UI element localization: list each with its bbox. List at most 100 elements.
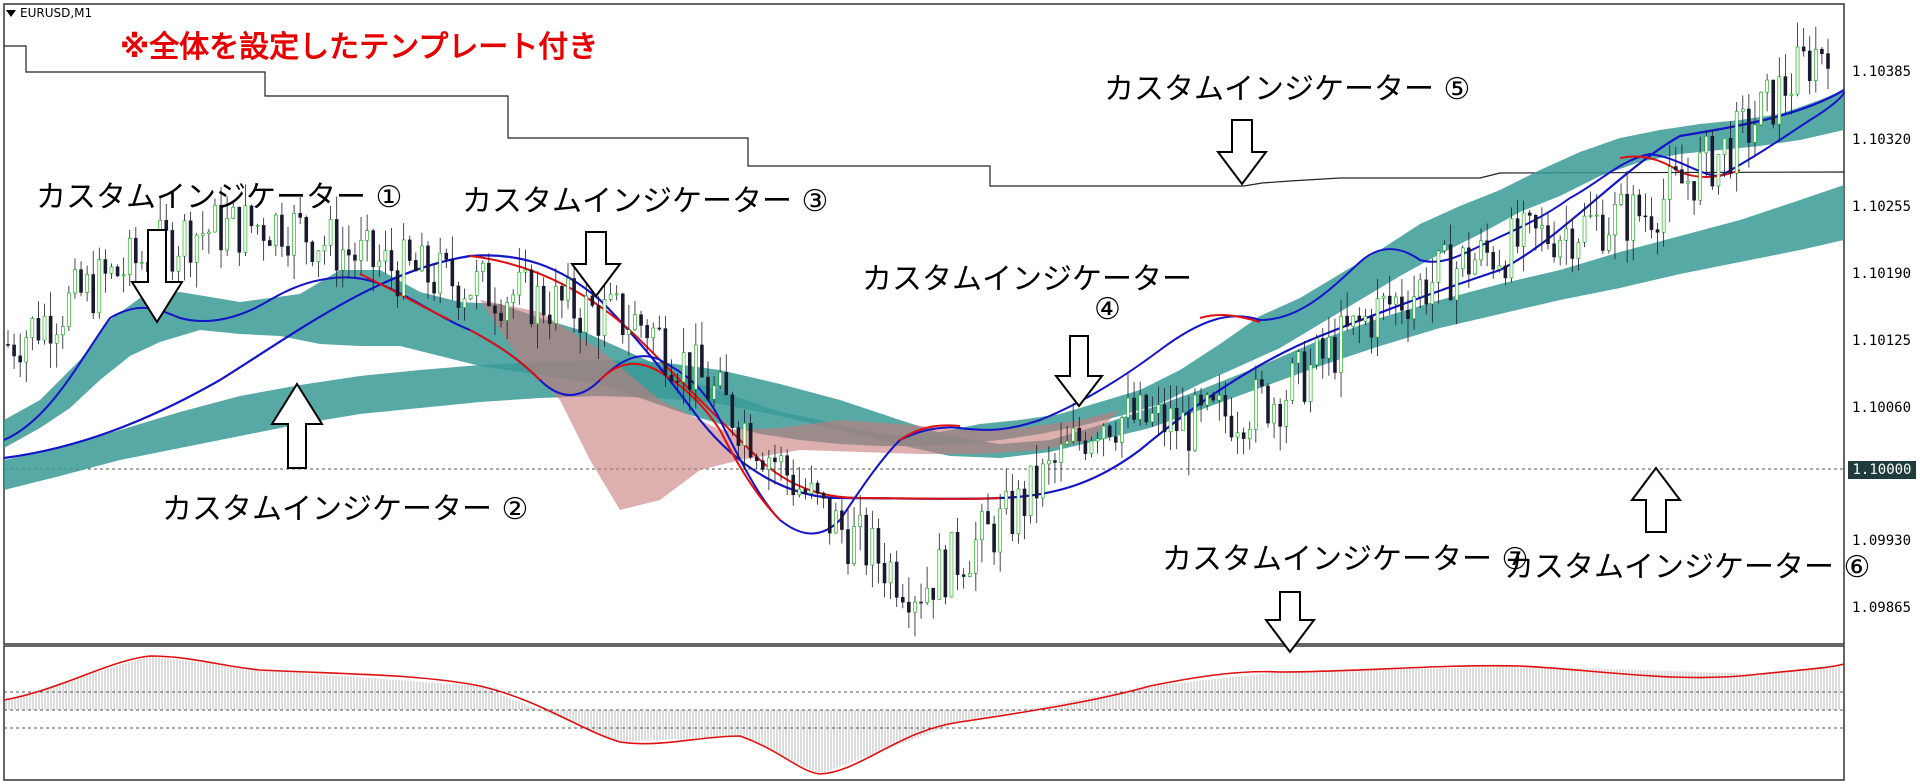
candle-body bbox=[310, 241, 315, 262]
arrow-down-ind7 bbox=[1264, 591, 1316, 654]
candle-body bbox=[255, 225, 260, 227]
chart-symbol-header[interactable]: EURUSD,M1 bbox=[6, 6, 92, 20]
candle-body bbox=[85, 274, 89, 293]
candle-body bbox=[554, 285, 558, 324]
dropdown-triangle-icon[interactable] bbox=[6, 10, 16, 17]
price-tick-6: 1.10060 bbox=[1852, 400, 1912, 416]
candle-body bbox=[468, 294, 473, 300]
candle-body bbox=[1747, 108, 1751, 143]
candle-body bbox=[1260, 379, 1264, 387]
candle-body bbox=[815, 482, 820, 494]
candle-body bbox=[505, 302, 509, 321]
candle-body bbox=[1381, 295, 1386, 299]
candle-body bbox=[547, 314, 552, 324]
candle-body bbox=[127, 237, 132, 276]
price-highlight-label: 1.10000 bbox=[1848, 461, 1916, 479]
candle-body bbox=[840, 510, 844, 530]
candle-body bbox=[1333, 336, 1337, 373]
candle-body bbox=[444, 252, 449, 260]
candle-body bbox=[60, 326, 65, 336]
candle-body bbox=[907, 601, 911, 613]
candle-body bbox=[304, 217, 309, 243]
candle-body bbox=[754, 456, 759, 462]
candle-body bbox=[870, 528, 875, 566]
candle-body bbox=[1199, 394, 1203, 406]
candle-body bbox=[694, 344, 698, 390]
candle-body bbox=[1789, 93, 1794, 96]
candle-body bbox=[1053, 460, 1057, 463]
annotation-indicator-2: カスタムインジケーター ② bbox=[162, 492, 529, 527]
candle-body bbox=[1765, 79, 1769, 93]
candle-body bbox=[499, 312, 503, 321]
price-tick-8: 1.09865 bbox=[1852, 600, 1912, 616]
fast-moving-average bbox=[3, 91, 1845, 535]
annotation-indicator-5: カスタムインジケーター ⑤ bbox=[1104, 72, 1471, 107]
candle-body bbox=[1692, 181, 1696, 201]
candle-body bbox=[176, 255, 181, 272]
candle-body bbox=[663, 328, 668, 376]
candle-body bbox=[809, 482, 814, 494]
candle-body bbox=[1728, 137, 1733, 174]
candle-body bbox=[1564, 228, 1569, 241]
red-moving-average bbox=[469, 255, 1001, 500]
candle-body bbox=[231, 206, 236, 219]
candle-body bbox=[736, 427, 741, 446]
candle-body bbox=[1077, 427, 1082, 442]
candle-body bbox=[280, 214, 284, 247]
candle-body bbox=[608, 293, 613, 300]
candle-body bbox=[1704, 135, 1709, 154]
candle-body bbox=[1448, 244, 1453, 301]
candle-body bbox=[931, 587, 936, 600]
candle-body bbox=[1296, 351, 1301, 364]
candle-body bbox=[639, 314, 643, 326]
candle-body bbox=[1357, 315, 1362, 322]
candle-body bbox=[462, 298, 467, 308]
candle-body bbox=[1339, 315, 1343, 373]
candle-body bbox=[383, 250, 388, 262]
price-tick-5: 1.10125 bbox=[1852, 333, 1912, 349]
candle-body bbox=[371, 230, 376, 268]
candle-body bbox=[913, 601, 917, 613]
candle-body bbox=[1022, 488, 1027, 516]
candle-body bbox=[1643, 215, 1648, 218]
candle-body bbox=[1308, 364, 1313, 402]
candle-body bbox=[560, 285, 564, 301]
candle-body bbox=[834, 510, 838, 534]
candle-body bbox=[1740, 108, 1745, 112]
candle-body bbox=[1424, 279, 1429, 305]
candle-body bbox=[365, 230, 369, 241]
candle-body bbox=[493, 305, 497, 314]
candle-body bbox=[73, 269, 77, 294]
candle-body bbox=[706, 376, 710, 400]
candle-body bbox=[1430, 282, 1435, 305]
candle-body bbox=[1290, 362, 1295, 401]
candle-body bbox=[1320, 338, 1325, 359]
candle-body bbox=[1795, 46, 1800, 95]
arrow-down-ind5 bbox=[1216, 119, 1268, 186]
candle-body bbox=[998, 508, 1002, 553]
candle-body bbox=[432, 281, 436, 294]
candle-body bbox=[347, 249, 351, 256]
candle-body bbox=[407, 239, 412, 261]
candle-body bbox=[1649, 216, 1654, 230]
candle-body bbox=[1558, 239, 1562, 258]
candle-body bbox=[1479, 240, 1483, 261]
candle-body bbox=[1162, 404, 1167, 433]
candle-body bbox=[292, 213, 296, 256]
candle-body bbox=[67, 292, 71, 327]
candle-body bbox=[876, 528, 881, 564]
candle-body bbox=[785, 455, 789, 476]
price-tick-2: 1.10320 bbox=[1852, 132, 1912, 148]
candle-body bbox=[1534, 215, 1538, 229]
oscillator-histogram bbox=[5, 656, 1840, 774]
candle-body bbox=[742, 422, 747, 446]
candle-body bbox=[681, 352, 686, 383]
candle-body bbox=[925, 587, 929, 603]
candle-body bbox=[712, 385, 716, 400]
candle-body bbox=[1540, 225, 1544, 229]
candle-body bbox=[961, 574, 966, 577]
candle-body bbox=[779, 455, 783, 463]
candle-body bbox=[1387, 295, 1392, 305]
candle-body bbox=[164, 220, 169, 231]
